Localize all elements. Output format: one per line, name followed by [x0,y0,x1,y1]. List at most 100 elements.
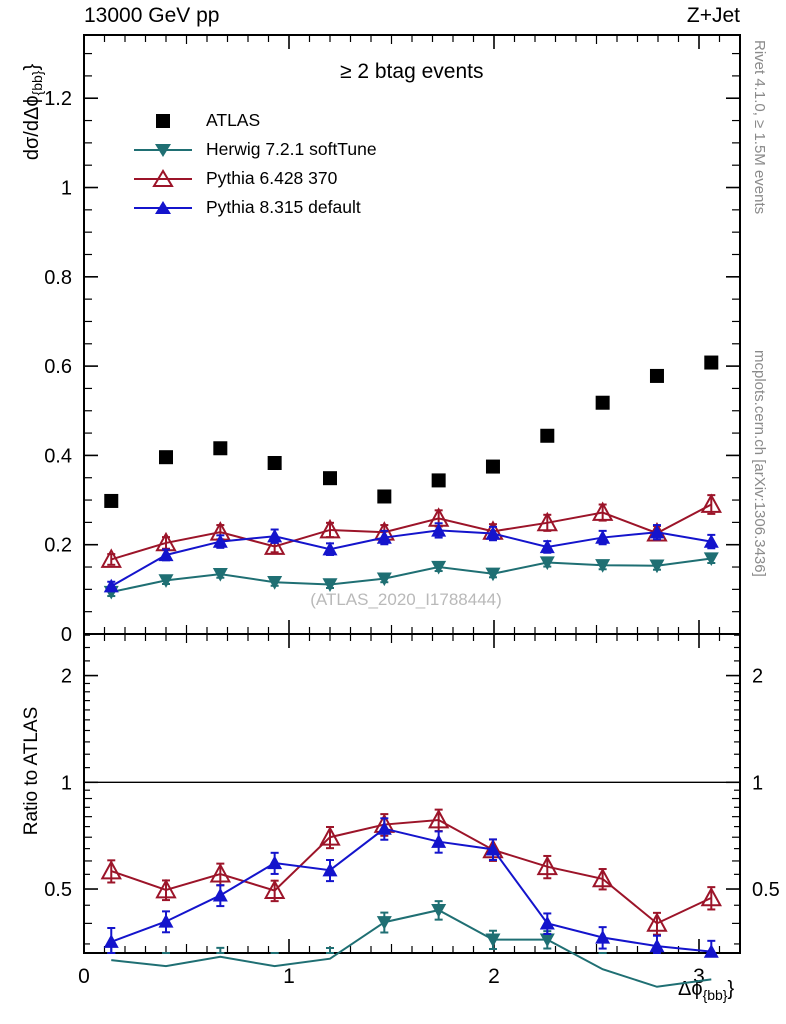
data-marker [209,862,232,883]
data-marker [539,915,555,930]
series-line [111,909,712,988]
top-panel-series-pythia-6-428-370 [100,493,722,568]
data-marker [649,524,665,539]
data-marker [540,428,555,443]
data-marker [158,913,174,928]
legend-item-atlas[interactable]: ATLAS [130,106,377,135]
top-panel-series-atlas [104,355,719,508]
data-marker [103,578,119,593]
data-marker [155,878,177,899]
data-marker [536,855,558,876]
x-tick-label: 3 [693,965,705,988]
y-tick-label-top: 0.8 [44,267,72,289]
y-tick-label-ratio: 2 [61,666,72,688]
data-marker [431,473,446,488]
data-marker [212,887,228,902]
data-marker [267,455,282,470]
top-panel-series-herwig-7-2-1-softtune [103,552,719,600]
data-marker [103,934,119,948]
data-marker [158,574,174,588]
data-marker [100,548,122,568]
data-marker [700,886,722,907]
data-marker [595,395,610,410]
top-panel-frame [83,34,741,635]
data-marker [485,841,501,856]
data-marker [376,916,392,930]
data-marker [591,867,614,888]
data-marker [267,855,283,870]
data-marker [263,535,286,555]
data-marker [431,903,447,918]
data-marker [646,912,668,932]
data-marker [159,450,173,465]
y-tick-label-ratio-right: 2 [752,666,763,688]
data-marker [212,534,228,548]
series-line [110,827,712,953]
legend-item-label: ATLAS [206,110,261,130]
data-marker [319,518,341,539]
series-line [111,557,712,594]
legend-item-label: Pythia 6.428 370 [206,168,338,188]
data-marker [595,530,611,544]
y-tick-label-top: 0.4 [44,445,72,467]
data-marker [649,368,664,383]
x-tick-label: 1 [283,965,295,988]
data-marker [376,572,392,587]
ratio-panel-series-herwig-7-2-1-softtune [107,900,712,988]
series-line [110,503,712,561]
y-tick-label-ratio: 1 [61,772,72,794]
data-marker [263,879,286,899]
top-panel-series-pythia-8-315-default [103,522,719,593]
header-process-label: Z+Jet [686,4,740,27]
legend-item-herwig-7-2-1-softtune[interactable]: Herwig 7.2.1 softTune [130,135,377,164]
data-marker [485,459,500,474]
data-marker [539,933,555,948]
data-marker [595,929,611,944]
legend-item-label: Pythia 8.315 default [206,197,361,217]
data-marker [267,576,283,590]
ratio-panel-series-pythia-6-428-370 [100,808,722,936]
y-tick-label-top: 0 [61,624,72,646]
series-line [110,529,712,588]
data-marker [485,567,501,582]
legend-item-pythia-6-428-370[interactable]: Pythia 6.428 370 [130,164,377,193]
legend-item-pythia-8-315-default[interactable]: Pythia 8.315 default [130,193,377,222]
legend-marker-tri-up-open-icon [134,168,192,187]
watermark-label: (ATLAS_2020_I1788444) [310,590,502,609]
data-marker [322,578,338,592]
data-marker [427,808,450,829]
data-marker [322,862,338,877]
legend-glyph [152,168,174,187]
x-tick-label: 2 [488,965,500,988]
data-marker [100,859,122,880]
y-tick-label-ratio-right: 0.5 [752,879,780,901]
data-marker [539,539,555,554]
legend-glyph [155,143,171,157]
data-marker [703,944,719,958]
data-marker [431,560,447,575]
data-marker [323,471,337,486]
data-marker [376,821,392,835]
header-beam-label: 13000 GeV pp [84,4,220,27]
data-marker [431,522,447,537]
y-tick-label-top: 0.2 [44,535,72,557]
y-tick-label-top: 1.2 [44,88,72,110]
data-marker [322,541,338,556]
data-marker [485,933,501,948]
data-marker [700,493,722,513]
legend-glyph [155,200,171,214]
data-marker [319,826,341,846]
data-marker [158,547,174,562]
data-marker [704,355,719,370]
data-marker [703,534,719,548]
data-marker [376,530,392,544]
data-marker [649,938,665,953]
data-marker [267,528,283,543]
legend-marker-tri-up-icon [134,200,192,214]
x-axis-title-sub: {bb} [702,987,728,1003]
data-marker [213,441,228,456]
data-marker [536,511,558,532]
data-marker [649,559,665,574]
data-marker [104,493,119,508]
